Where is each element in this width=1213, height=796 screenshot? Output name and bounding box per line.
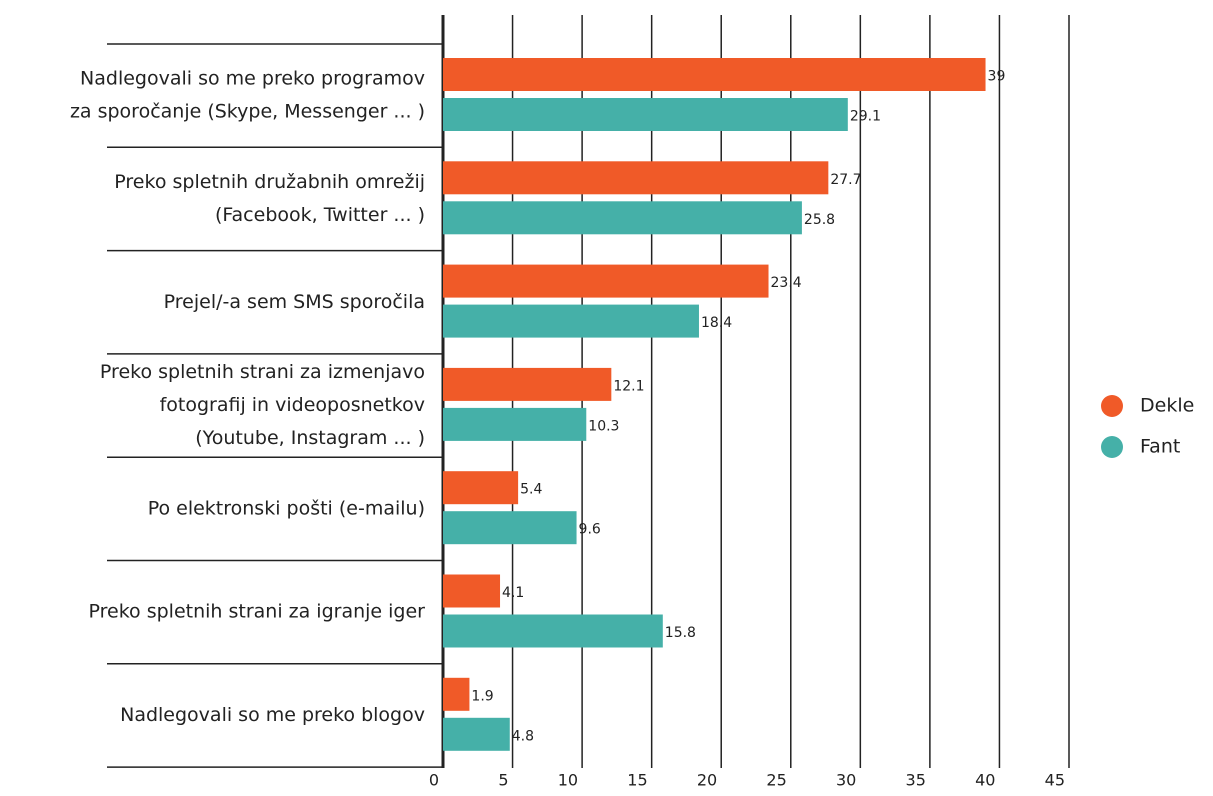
value-label: 23.4 (771, 275, 802, 291)
value-label: 18.4 (701, 315, 732, 331)
legend-marker (1101, 436, 1123, 458)
bar (443, 304, 699, 338)
bar (443, 407, 587, 441)
category-label: fotografij in videoposnetkov (160, 394, 425, 416)
bar (443, 161, 829, 195)
category-label: (Facebook, Twitter ... ) (215, 204, 425, 226)
bar (443, 471, 519, 505)
category-label: Preko spletnih strani za izmenjavo (100, 361, 425, 383)
x-tick-label: 25 (766, 771, 786, 790)
value-label: 12.1 (613, 378, 644, 394)
value-label: 39 (988, 69, 1006, 85)
category-label: za sporočanje (Skype, Messenger ... ) (70, 101, 425, 123)
bar (443, 511, 577, 545)
x-tick-label: 5 (498, 771, 508, 790)
x-tick-label: 35 (906, 771, 926, 790)
category-label: Prejel/-a sem SMS sporočila (164, 291, 425, 313)
category-label: Po elektronski pošti (e-mailu) (148, 497, 425, 519)
x-tick-label: 15 (627, 771, 647, 790)
bar (443, 614, 663, 648)
legend-marker (1101, 395, 1123, 417)
legend-label: Dekle (1140, 395, 1194, 417)
x-tick-label: 45 (1045, 771, 1065, 790)
x-tick-label: 30 (836, 771, 856, 790)
value-label: 9.6 (579, 522, 601, 538)
value-label: 27.7 (830, 172, 861, 188)
bar (443, 98, 848, 131)
category-label: (Youtube, Instagram ... ) (195, 427, 425, 449)
category-label: Nadlegovali so me preko blogov (120, 704, 425, 726)
value-label: 15.8 (665, 625, 696, 641)
bar (443, 367, 612, 401)
value-label: 4.1 (502, 585, 524, 601)
bar (443, 264, 769, 298)
category-label: Nadlegovali so me preko programov (80, 68, 425, 90)
value-label: 25.8 (804, 212, 835, 228)
x-tick-label: 20 (697, 771, 717, 790)
value-label: 5.4 (520, 482, 542, 498)
value-label: 29.1 (850, 109, 881, 125)
x-tick-label: 0 (429, 771, 439, 790)
bar (443, 677, 470, 711)
bar (443, 201, 802, 235)
category-label: Preko spletnih družabnih omrežij (114, 171, 425, 193)
legend-label: Fant (1140, 436, 1180, 458)
category-label: Preko spletnih strani za igranje iger (89, 601, 426, 623)
value-label: 1.9 (471, 688, 493, 704)
x-tick-label: 40 (975, 771, 995, 790)
bar (443, 58, 986, 91)
value-label: 10.3 (588, 418, 619, 434)
bar (443, 717, 510, 751)
value-label: 4.8 (512, 728, 534, 744)
x-tick-label: 10 (558, 771, 578, 790)
bar (443, 574, 501, 608)
